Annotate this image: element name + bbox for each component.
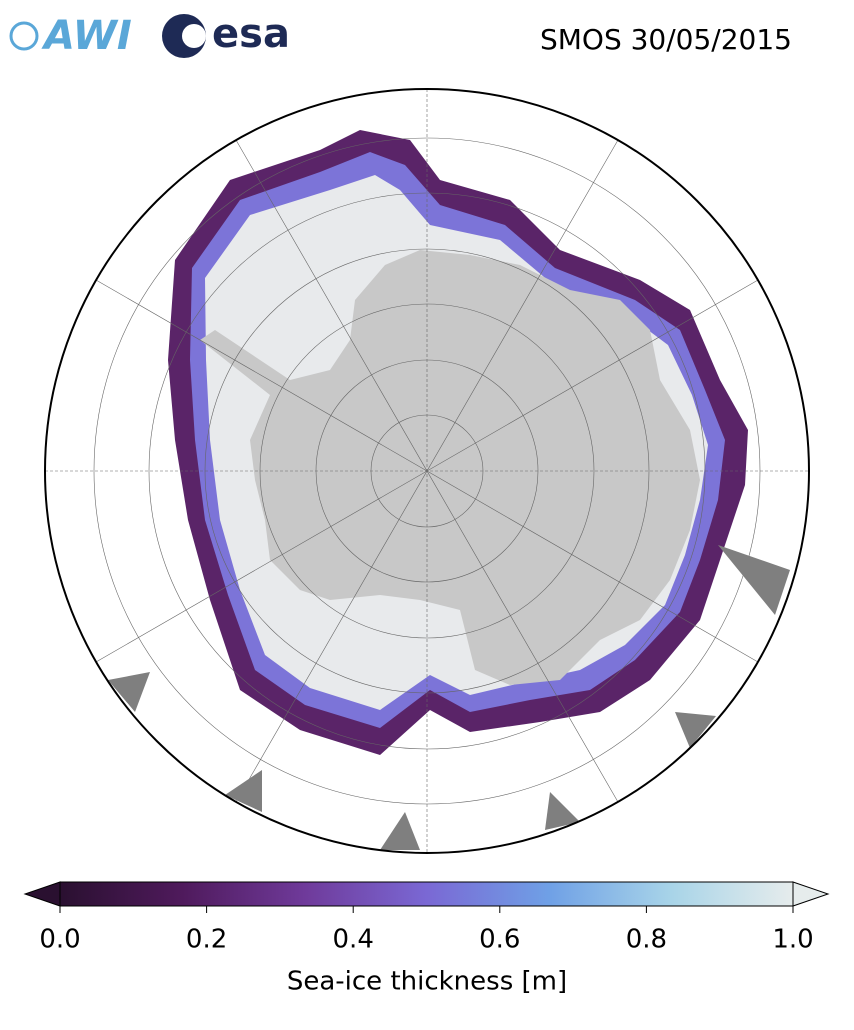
map-boundary bbox=[44, 88, 810, 854]
colorbar-extend-high bbox=[792, 881, 830, 907]
colorbar-tick-label: 0.8 bbox=[626, 925, 667, 955]
colorbar-label: Sea-ice thickness [m] bbox=[287, 967, 567, 997]
map bbox=[45, 89, 809, 853]
graticule bbox=[45, 89, 809, 853]
colorbar-tick-label: 0.0 bbox=[39, 925, 80, 955]
esa-text: esa bbox=[212, 11, 290, 57]
colorbar-tick-label: 0.6 bbox=[479, 925, 520, 955]
awi-logo: AWI bbox=[9, 13, 132, 59]
awi-text: AWI bbox=[41, 13, 132, 59]
title: SMOS 30/05/2015 bbox=[540, 23, 792, 56]
land-islands bbox=[108, 545, 790, 850]
esa-logo: esa bbox=[162, 11, 290, 58]
colorbar: 0.0 0.2 0.4 0.6 0.8 1.0 bbox=[23, 881, 830, 955]
colorbar-tick-label: 0.4 bbox=[333, 925, 374, 955]
colorbar-extend-low bbox=[23, 881, 61, 907]
colorbar-tick-label: 1.0 bbox=[772, 925, 813, 955]
colorbar-tick-label: 0.2 bbox=[186, 925, 227, 955]
colorbar-gradient bbox=[59, 881, 794, 907]
antarctica bbox=[200, 250, 700, 685]
